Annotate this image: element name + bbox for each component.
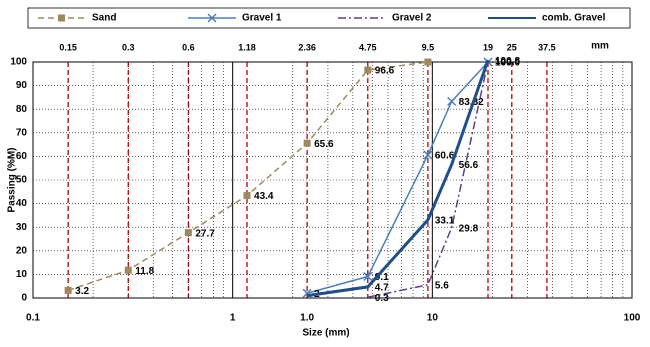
data-label: 4.7 [375, 283, 389, 294]
x-tick-label: 10 [427, 313, 439, 324]
legend-label: Gravel 2 [392, 13, 432, 24]
data-label: 43.4 [254, 191, 274, 202]
series-line [306, 59, 490, 298]
y-tick-label: 100 [10, 57, 27, 68]
y-tick-label: 90 [16, 80, 28, 91]
marker [64, 286, 72, 294]
marker [243, 192, 251, 200]
series-line [367, 61, 489, 299]
plot-area [32, 61, 633, 299]
legend-label: Gravel 1 [242, 13, 282, 24]
legend-label: comb. Gravel [542, 13, 606, 24]
legend-box [27, 7, 631, 29]
x-axis-label: Size (mm) [302, 328, 349, 339]
y-tick-label: 50 [16, 175, 28, 186]
data-label: 100.0 [495, 58, 520, 69]
data-label: 56.6 [459, 160, 479, 171]
data-label: 60.6 [435, 151, 455, 162]
data-label: 11.8 [135, 266, 154, 277]
marker [363, 271, 373, 282]
data-label: 27.7 [195, 228, 215, 239]
sieve-label: 9.5 [422, 42, 435, 52]
x-tick-label: 100 [624, 313, 641, 324]
y-tick-label: 10 [16, 269, 28, 280]
data-label: 65.6 [314, 139, 334, 150]
annotation: 1.0 [300, 313, 314, 324]
y-tick-label: 40 [16, 198, 28, 209]
data-label: 83.32 [459, 97, 484, 108]
x-tick-label: 1 [230, 313, 236, 324]
sieve-label: 19 [483, 42, 493, 52]
data-label: 5.6 [435, 280, 449, 291]
sieve-label: 2.36 [298, 42, 316, 52]
marker [124, 266, 132, 274]
data-label: 0.3 [375, 293, 389, 304]
sieve-label: 1.18 [238, 42, 256, 52]
marker [303, 139, 311, 147]
data-label: 96.6 [375, 66, 395, 77]
marker [184, 229, 192, 237]
sieve-label: 0.15 [59, 42, 77, 52]
y-axis-label: Passing (%M) [7, 147, 18, 212]
y-tick-label: 70 [16, 127, 28, 138]
marker [423, 150, 433, 160]
y-tick-label: 80 [16, 104, 28, 115]
marker [424, 58, 432, 66]
legend-marker [58, 14, 65, 22]
sieve-label: 25 [507, 42, 517, 52]
marker [447, 96, 457, 106]
data-label: 29.8 [459, 223, 479, 234]
legend-label: Sand [92, 13, 116, 24]
data-label: 3.2 [75, 286, 89, 297]
sieve-label: 0.6 [182, 42, 195, 52]
legend-marker [207, 13, 217, 23]
data-label: 33.1 [435, 216, 455, 227]
y-tick-label: 60 [16, 151, 28, 162]
sieve-unit: mm [591, 41, 609, 52]
sieve-label: 37.5 [538, 42, 556, 52]
data-label: 100.8 [495, 56, 520, 67]
x-tick-label: 0.1 [26, 313, 40, 324]
sieve-label: 0.3 [122, 42, 135, 52]
y-tick-label: 20 [16, 245, 28, 256]
sieve-label: 4.75 [359, 42, 377, 52]
y-tick-label: 0 [21, 293, 27, 304]
data-label: 100 [495, 58, 512, 69]
y-tick-label: 30 [16, 222, 28, 233]
data-label: 9.1 [375, 272, 389, 283]
marker [364, 66, 372, 74]
